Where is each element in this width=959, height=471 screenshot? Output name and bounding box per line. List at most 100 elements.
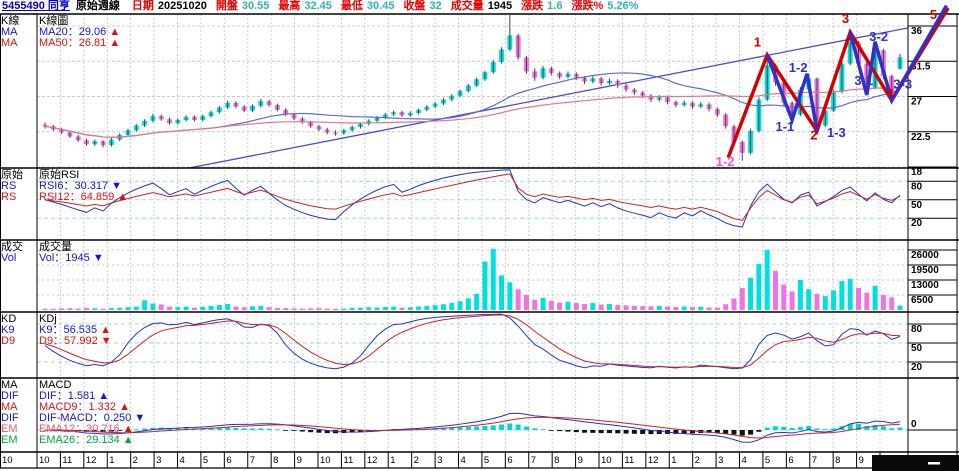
macd-histogram-bar	[474, 426, 480, 430]
month-label: 1	[671, 455, 676, 466]
macd-histogram-bar	[490, 425, 496, 430]
volume-bar	[391, 306, 397, 310]
rsi12-line	[44, 173, 901, 221]
field-label: 最低	[340, 0, 363, 12]
wave-line-blue	[765, 54, 819, 132]
legend-row[interactable]: RSI6：30.317 ▼	[39, 180, 122, 192]
month-label: 3	[156, 455, 161, 466]
macd-histogram-bar	[507, 423, 513, 430]
volume-bar	[308, 308, 314, 310]
macd-histogram-bar	[772, 426, 778, 430]
volume-bar	[723, 304, 729, 310]
legend-margin-prefix: DIF	[1, 412, 19, 424]
macd-histogram-bar	[274, 429, 280, 431]
macd-histogram-bar	[523, 426, 529, 430]
legend-margin-prefix: Vol	[1, 252, 16, 264]
macd-histogram-bar	[889, 428, 895, 430]
axis-tick-label: 80	[911, 181, 923, 192]
field-label: 日期	[131, 0, 154, 12]
volume-bar	[407, 307, 413, 310]
legend-row[interactable]: D9：57.992 ▼	[39, 335, 112, 347]
macd-histogram-bar	[233, 427, 239, 430]
indicator-title: 成交量	[39, 239, 72, 253]
macd-histogram-bar	[357, 430, 363, 432]
month-label: 6	[788, 455, 793, 466]
month-label: 9	[859, 455, 864, 466]
field-value: 20251020	[157, 0, 207, 12]
month-label: 7	[531, 455, 536, 466]
volume-bar	[108, 308, 114, 310]
month-label: 9	[297, 455, 302, 466]
volume-bar	[615, 304, 621, 310]
macd-histogram-bar	[681, 430, 687, 434]
volume-bar	[864, 292, 870, 310]
volume-bar	[681, 306, 687, 310]
legend-row[interactable]: DIF-MACD：0.250 ▼	[39, 412, 145, 424]
volume-bar	[490, 248, 496, 310]
wave-label: 3-2	[869, 29, 888, 44]
legend-row[interactable]: MACD9：1.332 ▲	[39, 401, 130, 413]
legend-row[interactable]: K9：56.535 ▲	[39, 324, 111, 336]
macd-histogram-bar	[225, 427, 231, 430]
volume-bar	[357, 307, 363, 310]
legend-margin-prefix: K線	[1, 13, 19, 27]
volume-bar	[133, 306, 139, 310]
month-label: 6	[507, 455, 512, 466]
wave-label: 3-3	[893, 77, 912, 92]
axis-tick-label: 19500	[911, 265, 939, 276]
volume-bar	[532, 299, 538, 310]
macd-histogram-bar	[764, 427, 770, 430]
legend-row[interactable]: MA50：26.81 ▲	[39, 37, 120, 49]
wave-label: 1-3	[827, 125, 846, 140]
volume-panel	[42, 248, 903, 310]
macd-histogram-bar	[440, 427, 446, 430]
month-label: 5	[765, 455, 770, 466]
volume-bar	[225, 304, 231, 310]
legend-margin-prefix: MA	[1, 26, 18, 38]
field-label: 收盤	[403, 0, 426, 12]
month-label: 1	[109, 455, 114, 466]
volume-bar	[241, 307, 247, 310]
field-label: 最高	[278, 0, 301, 12]
volume-bar	[191, 307, 197, 310]
month-label: 7	[812, 455, 817, 466]
volume-bar	[67, 308, 73, 310]
legend-row[interactable]: EMA12：30.716 ▲	[39, 423, 134, 435]
volume-bar	[59, 308, 65, 310]
ma50-line	[44, 87, 901, 138]
macd-histogram-bar	[822, 429, 828, 430]
volume-bar	[822, 296, 828, 310]
legend-row[interactable]: Vol：1945 ▼	[39, 252, 104, 264]
macd-histogram-bar	[806, 426, 812, 430]
volume-bar	[250, 306, 256, 310]
axis-tick-label: 31.5	[911, 61, 931, 72]
macd-histogram-bar	[283, 430, 289, 431]
stock-code-link[interactable]: 5455490 同亨	[2, 0, 70, 12]
legend-margin-prefix: 原始	[1, 167, 23, 181]
indicator-title: K線圖	[39, 13, 68, 27]
field-value: 1945	[487, 0, 513, 12]
macd-histogram-bar	[308, 430, 314, 433]
macd-histogram-bar	[548, 430, 554, 431]
field-label: 開盤	[215, 0, 238, 12]
macd-histogram-bar	[706, 430, 712, 433]
field-value: 1.6	[547, 0, 563, 12]
volume-bar	[283, 308, 289, 310]
macd-histogram-bar	[482, 426, 488, 430]
legend-margin-prefix: RS	[1, 180, 16, 192]
macd-histogram-bar	[723, 430, 729, 434]
legend-row[interactable]: DIF：1.581 ▲	[39, 390, 109, 402]
legend-row[interactable]: RSI12：64.859 ▲	[39, 191, 128, 203]
volume-bar	[416, 306, 422, 310]
macd-histogram-bar	[814, 428, 820, 430]
legend-row[interactable]: MA20：29.06 ▲	[39, 26, 120, 38]
volume-bar	[216, 304, 222, 310]
macd-histogram-bar	[640, 430, 646, 434]
d-line	[44, 314, 901, 369]
volume-bar	[158, 304, 164, 310]
volume-bar	[432, 305, 438, 310]
legend-row[interactable]: EMA26：29.134 ▲	[39, 434, 134, 446]
month-label: 8	[835, 455, 840, 466]
